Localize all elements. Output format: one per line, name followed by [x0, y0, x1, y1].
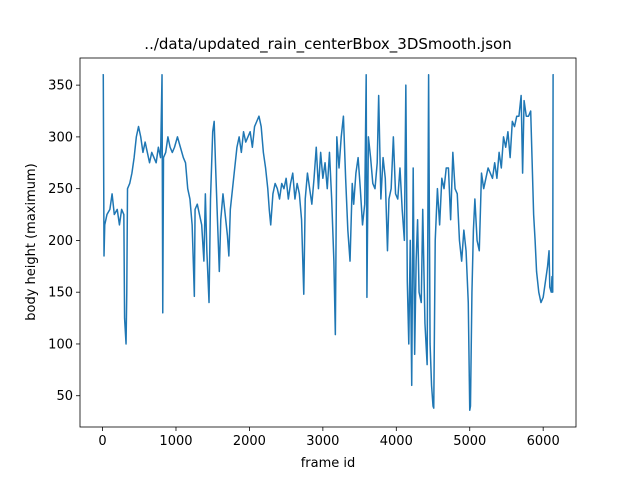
- x-tick-label: 5000: [453, 434, 486, 449]
- y-tick-label: 100: [48, 337, 73, 352]
- y-tick-label: 50: [56, 389, 73, 404]
- x-tick-label: 4000: [380, 434, 413, 449]
- y-tick-label: 300: [48, 130, 73, 145]
- x-tick-label: 2000: [233, 434, 266, 449]
- chart-title: ../data/updated_rain_centerBbox_3DSmooth…: [144, 35, 511, 54]
- x-axis-label: frame id: [301, 456, 356, 471]
- plot-frame: [79, 57, 577, 428]
- y-tick-label: 150: [48, 286, 73, 301]
- y-tick-label: 200: [48, 234, 73, 249]
- x-tick-label: 3000: [306, 434, 339, 449]
- y-tick-label: 350: [48, 79, 73, 94]
- x-tick-label: 6000: [527, 434, 560, 449]
- x-tick-label: 1000: [159, 434, 192, 449]
- x-tick-label: 0: [98, 434, 106, 449]
- data-line: [102, 74, 554, 411]
- y-axis-label: body height (maximum): [24, 163, 39, 321]
- y-tick-label: 250: [48, 182, 73, 197]
